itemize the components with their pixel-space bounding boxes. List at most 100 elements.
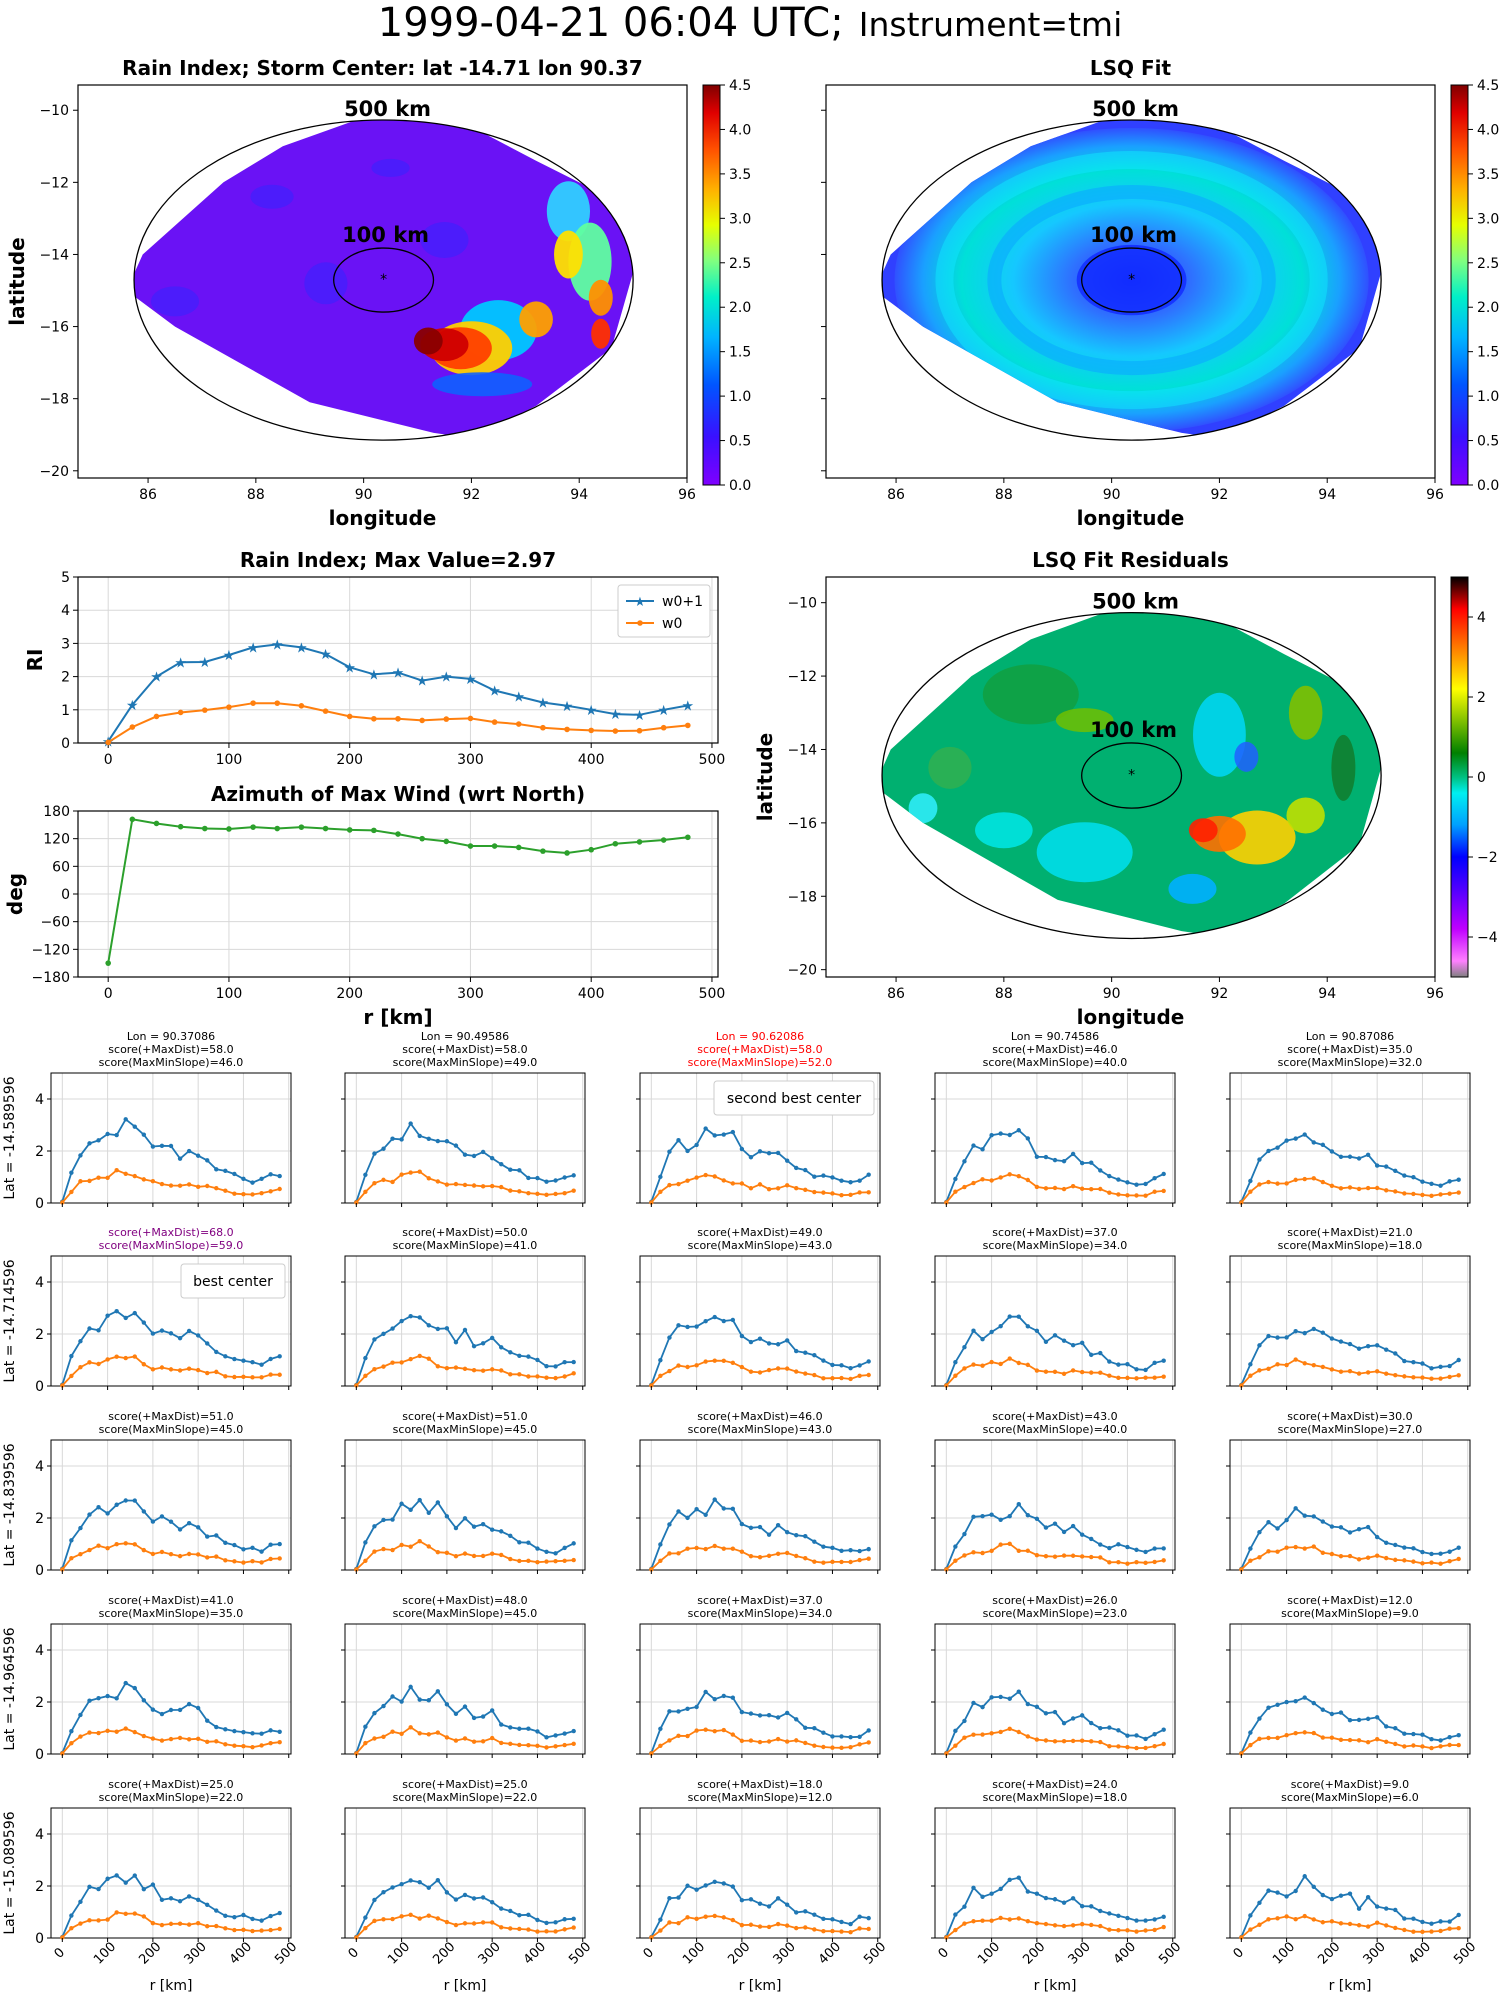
data-point xyxy=(1061,1900,1067,1905)
data-point xyxy=(417,1916,422,1921)
data-point xyxy=(489,1367,495,1372)
map-xtick-label: 86 xyxy=(887,986,905,1002)
center-note-box xyxy=(180,1263,286,1299)
data-point xyxy=(660,724,667,731)
ytick-label: 4 xyxy=(35,1275,44,1291)
data-point xyxy=(857,1548,862,1554)
data-point xyxy=(636,727,643,734)
data-point xyxy=(499,1552,504,1558)
data-point xyxy=(1016,1173,1021,1179)
data-point xyxy=(443,838,450,845)
data-point xyxy=(177,1156,183,1161)
data-point xyxy=(1266,1917,1271,1922)
data-point xyxy=(739,1146,745,1152)
data-point xyxy=(1420,1179,1425,1184)
data-point xyxy=(390,1916,395,1922)
data-point xyxy=(989,1695,994,1700)
data-point xyxy=(730,1884,736,1889)
data-point xyxy=(1143,1375,1148,1380)
data-point xyxy=(1302,1913,1307,1919)
series-line xyxy=(107,818,688,964)
data-point xyxy=(268,1556,273,1562)
data-point xyxy=(150,1707,156,1712)
data-point xyxy=(1070,1896,1076,1901)
data-point xyxy=(1107,1911,1112,1916)
data-point xyxy=(971,1885,976,1890)
data-point xyxy=(1384,1347,1389,1352)
candidate-panel: score(MaxMinSlope)=18.0score(+MaxDist)=2… xyxy=(1226,1226,1471,1390)
data-point xyxy=(658,1917,663,1922)
data-point xyxy=(223,1168,228,1174)
data-point xyxy=(944,1200,949,1205)
data-point xyxy=(784,1366,790,1371)
data-point xyxy=(1248,1362,1253,1367)
data-point xyxy=(971,1143,976,1148)
score-maxdist: score(+MaxDist)=48.0 xyxy=(402,1594,527,1607)
data-point xyxy=(491,843,498,849)
xtick-label: 200 xyxy=(725,1939,753,1967)
data-point xyxy=(1116,1744,1121,1749)
map-ytick-label: −10 xyxy=(787,596,817,612)
data-point xyxy=(250,1744,255,1750)
data-point xyxy=(775,1186,781,1191)
data-point xyxy=(1456,1732,1461,1738)
data-point xyxy=(250,1192,255,1197)
score-maxdist: score(+MaxDist)=51.0 xyxy=(402,1410,527,1423)
data-point xyxy=(866,1372,871,1378)
xtick-label: 300 xyxy=(182,1939,210,1967)
data-point xyxy=(757,1739,763,1745)
data-point xyxy=(346,827,353,833)
data-point xyxy=(839,1548,844,1554)
data-point xyxy=(1152,1375,1157,1380)
data-point xyxy=(526,1190,531,1196)
data-point: ★ xyxy=(150,670,163,686)
score-maxdist: score(+MaxDist)=58.0 xyxy=(697,1043,822,1056)
series-line xyxy=(650,1880,869,1938)
data-point xyxy=(1275,1549,1280,1554)
candidate-panel: 024score(MaxMinSlope)=45.0score(+MaxDist… xyxy=(2,1410,292,1579)
data-point xyxy=(123,1355,128,1361)
score-maxdist: score(+MaxDist)=46.0 xyxy=(697,1410,822,1423)
data-point xyxy=(1007,1314,1012,1319)
data-point xyxy=(748,1738,754,1743)
data-point xyxy=(571,1173,576,1178)
data-point xyxy=(562,1175,567,1180)
storm-center-marker: * xyxy=(1128,272,1135,288)
score-maxminslope: score(MaxMinSlope)=27.0 xyxy=(1278,1423,1423,1436)
data-point xyxy=(1284,1362,1289,1368)
data-point xyxy=(562,1558,567,1563)
data-point xyxy=(1293,1136,1298,1141)
data-point xyxy=(462,1921,468,1926)
data-point xyxy=(78,1179,83,1184)
data-point xyxy=(794,1925,799,1931)
data-point xyxy=(87,1918,92,1923)
data-point xyxy=(1456,1556,1461,1562)
data-point xyxy=(69,1170,74,1175)
data-point xyxy=(1429,1737,1434,1742)
data-point xyxy=(250,700,256,706)
data-point xyxy=(766,1712,772,1718)
data-point xyxy=(363,1189,368,1195)
data-point xyxy=(1134,1745,1139,1751)
data-point xyxy=(1384,1739,1389,1744)
data-point xyxy=(129,724,136,730)
data-point xyxy=(372,1524,377,1529)
data-point xyxy=(1365,1370,1371,1375)
data-point xyxy=(1275,1702,1280,1708)
data-point xyxy=(453,1340,459,1345)
series-line xyxy=(61,1499,280,1569)
data-point: ★ xyxy=(657,703,670,719)
map-ytick-label: −20 xyxy=(787,963,817,979)
ring-label-500km: 500 km xyxy=(344,97,431,121)
data-point xyxy=(685,1515,690,1521)
data-point xyxy=(1052,1554,1058,1559)
data-point xyxy=(114,1308,119,1314)
data-point xyxy=(1161,1546,1166,1551)
data-point xyxy=(1107,1190,1112,1195)
data-point xyxy=(177,1921,183,1926)
data-point xyxy=(1134,1918,1139,1923)
data-point xyxy=(371,827,377,834)
data-point xyxy=(241,1191,246,1197)
series-line xyxy=(945,1129,1165,1203)
data-point xyxy=(1420,1561,1425,1566)
